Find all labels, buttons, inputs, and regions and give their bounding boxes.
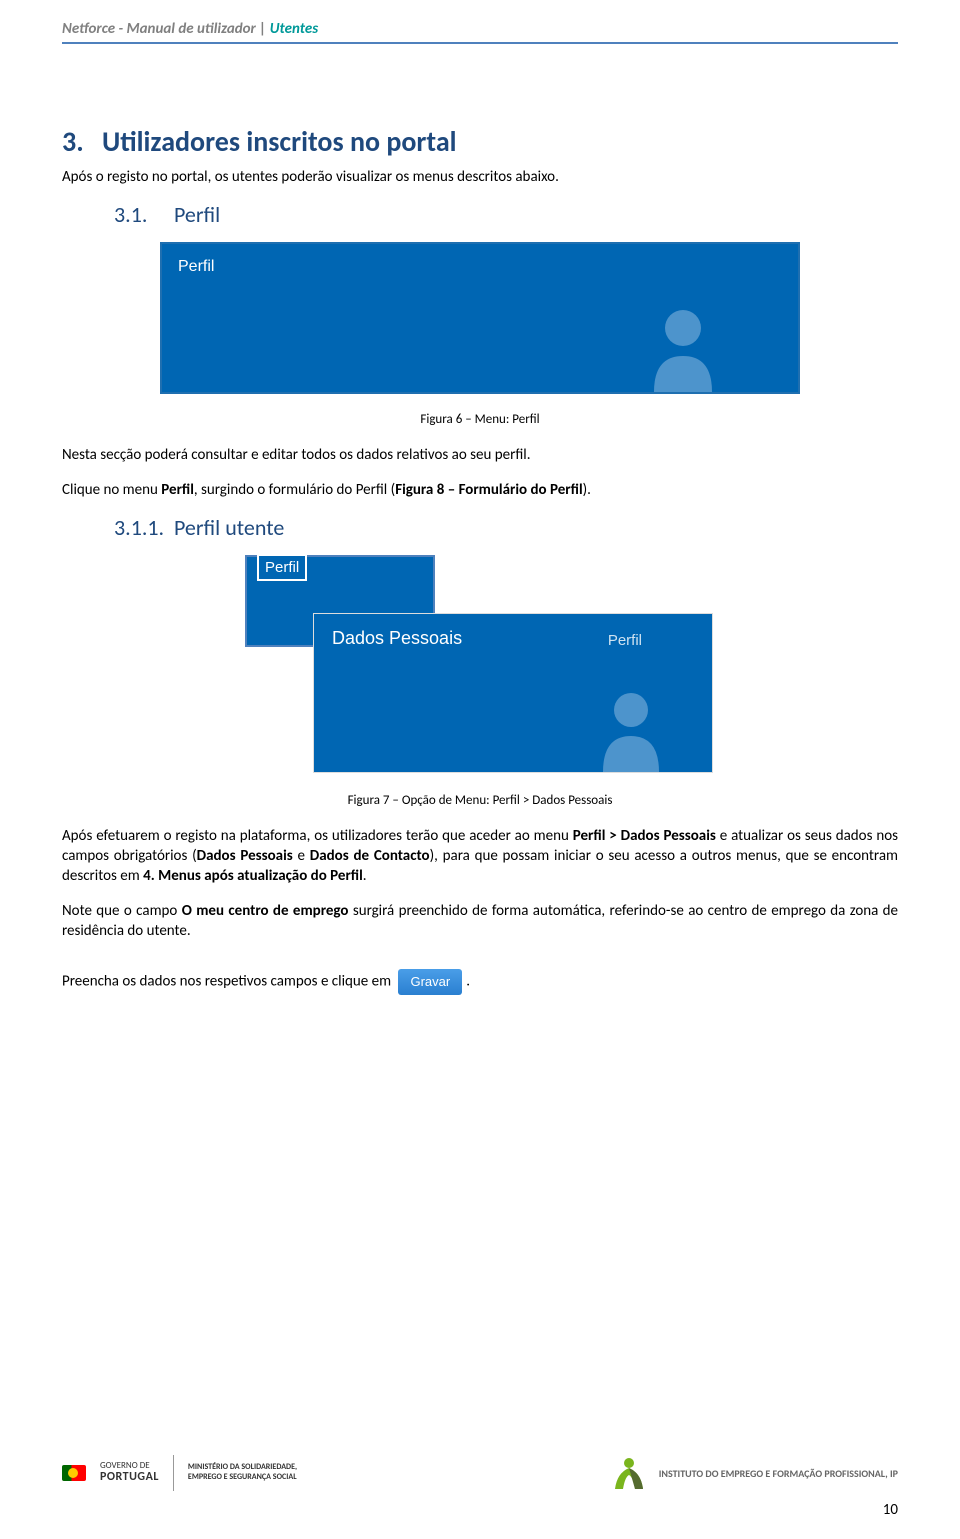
gravar-button[interactable]: Gravar (398, 969, 462, 995)
header-left: Netforce - Manual de utilizador | (62, 20, 270, 38)
page-header: Netforce - Manual de utilizador | Utente… (62, 20, 898, 38)
s31-p1: Nesta secção poderá consultar e editar t… (62, 445, 898, 465)
person-icon (648, 306, 718, 392)
heading-3-num: 3. (62, 124, 102, 159)
figure-7-box: Perfil Dados Pessoais Perfil (245, 555, 715, 775)
heading-3-1-1: 3.1.1.Perfil utente (114, 514, 898, 541)
figure-7-front-panel: Dados Pessoais Perfil (313, 613, 713, 773)
person-icon (598, 690, 664, 772)
iefp-logo-icon (609, 1453, 649, 1493)
s31-p2: Clique no menu Perfil, surgindo o formul… (62, 480, 898, 500)
figure-6-label: Perfil (178, 258, 214, 276)
figure-6: Perfil (62, 242, 898, 394)
figure-7-perfil-label: Perfil (608, 632, 642, 649)
heading-3-1-1-title: Perfil utente (174, 514, 284, 541)
ministry-text: MINISTÉRIO DA SOLIDARIEDADE, EMPREGO E S… (188, 1463, 297, 1482)
s311-p1: Após efetuarem o registo na plataforma, … (62, 826, 898, 887)
figure-7-caption: Figura 7 – Opção de Menu: Perfil > Dados… (62, 793, 898, 808)
s3-p1: Após o registo no portal, os utentes pod… (62, 167, 898, 187)
iefp-text: INSTITUTO DO EMPREGO E FORMAÇÃO PROFISSI… (659, 1467, 898, 1480)
heading-3-1-1-num: 3.1.1. (114, 514, 174, 541)
iefp-logo-block: INSTITUTO DO EMPREGO E FORMAÇÃO PROFISSI… (609, 1453, 898, 1493)
s311-p2: Note que o campo O meu centro de emprego… (62, 901, 898, 942)
figure-7: Perfil Dados Pessoais Perfil (62, 555, 898, 775)
heading-3-1-title: Perfil (174, 201, 220, 228)
heading-3-1-num: 3.1. (114, 201, 174, 228)
page-footer: GOVERNO DE PORTUGAL MINISTÉRIO DA SOLIDA… (0, 1453, 960, 1539)
header-divider (62, 42, 898, 44)
figure-7-back-label: Perfil (257, 554, 307, 581)
figure-6-caption: Figura 6 – Menu: Perfil (62, 412, 898, 427)
s311-p3: Preencha os dados nos respetivos campos … (62, 969, 898, 995)
figure-6-box: Perfil (160, 242, 800, 394)
figure-7-dados-label: Dados Pessoais (332, 628, 462, 649)
gov-text: GOVERNO DE PORTUGAL (100, 1461, 159, 1484)
portugal-flag-icon (62, 1465, 86, 1481)
gov-logo-block: GOVERNO DE PORTUGAL MINISTÉRIO DA SOLIDA… (62, 1455, 297, 1491)
footer-divider (173, 1455, 174, 1491)
heading-3-1: 3.1.Perfil (114, 201, 898, 228)
page-number: 10 (62, 1501, 898, 1519)
header-right: Utentes (270, 20, 318, 38)
heading-3: 3.Utilizadores inscritos no portal (62, 124, 898, 159)
heading-3-title: Utilizadores inscritos no portal (102, 124, 457, 159)
